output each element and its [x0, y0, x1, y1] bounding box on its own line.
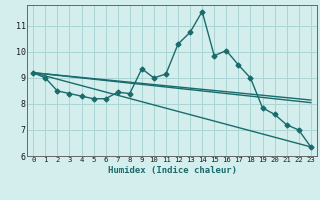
X-axis label: Humidex (Indice chaleur): Humidex (Indice chaleur) — [108, 166, 236, 175]
